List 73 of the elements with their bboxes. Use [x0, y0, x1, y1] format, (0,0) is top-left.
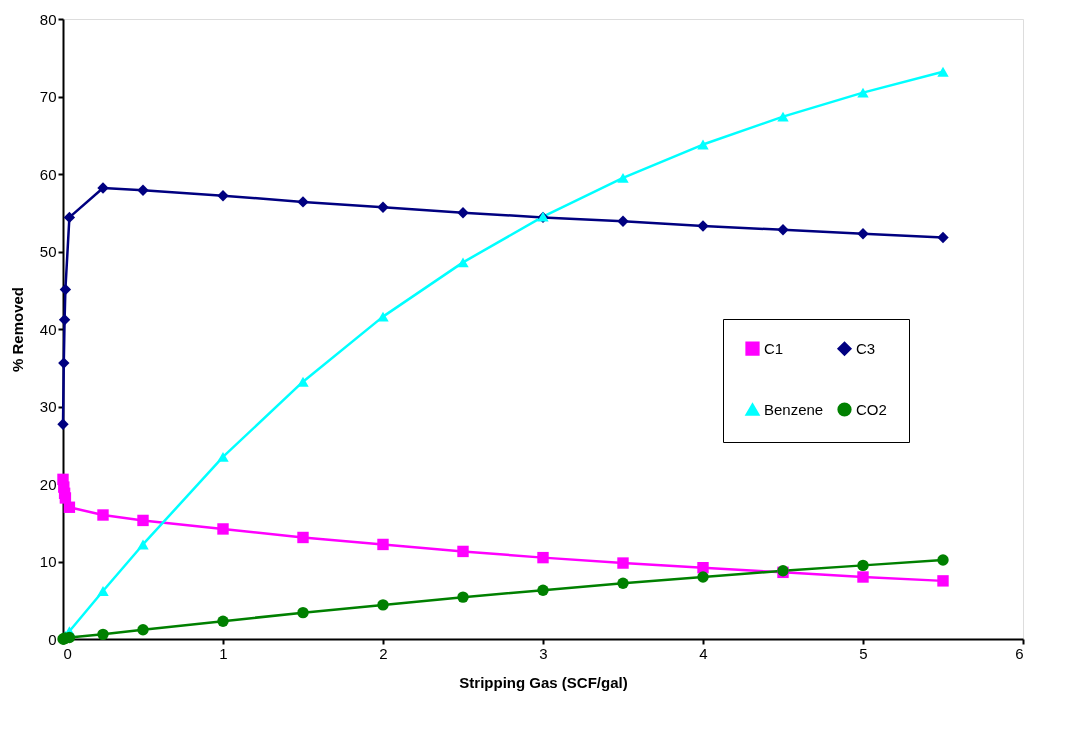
y-tick-label: 50: [39, 243, 57, 260]
point: [63, 501, 76, 513]
point: [59, 283, 72, 296]
point: [457, 591, 469, 603]
point: [217, 523, 229, 535]
point: [97, 509, 109, 521]
point: [457, 257, 469, 268]
y-axis-title: % Removed: [8, 286, 26, 373]
point: [937, 66, 949, 77]
x-tick-label: 6: [1015, 644, 1024, 662]
x-tick-label: 2: [379, 644, 388, 662]
point: [58, 357, 70, 369]
legend-label: Benzene: [764, 400, 824, 418]
point: [457, 207, 469, 219]
y-tick-label: 10: [39, 553, 57, 570]
point: [58, 314, 71, 326]
point: [97, 182, 109, 194]
point: [777, 111, 789, 122]
y-tick-label: 70: [39, 88, 57, 105]
point: [297, 606, 309, 619]
point: [857, 559, 869, 572]
point: [137, 514, 149, 527]
point: [59, 492, 72, 504]
x-tick-label: 0: [63, 644, 72, 662]
point: [377, 599, 389, 611]
point: [697, 139, 709, 150]
point: [63, 211, 76, 224]
point: [97, 628, 109, 641]
legend-label: C1: [764, 339, 784, 357]
point: [777, 224, 789, 236]
point: [617, 215, 629, 227]
point: [857, 571, 869, 583]
x-tick-label: 3: [539, 644, 548, 662]
point: [377, 538, 389, 551]
point: [937, 554, 949, 566]
point: [697, 571, 709, 583]
legend-label: CO2: [856, 400, 887, 418]
point: [217, 615, 229, 627]
point: [297, 531, 309, 544]
point: [457, 545, 469, 558]
point: [857, 87, 869, 98]
y-tick-label: 40: [39, 320, 57, 338]
y-tick-label: 80: [39, 10, 57, 28]
point: [617, 557, 629, 569]
point: [217, 451, 229, 462]
point: [137, 184, 149, 196]
point: [217, 190, 229, 202]
x-tick-label: 4: [699, 644, 708, 662]
point: [937, 231, 949, 244]
point: [857, 227, 869, 240]
legend-label: C3: [856, 339, 876, 357]
point: [537, 584, 549, 596]
y-tick-label: 0: [48, 630, 57, 648]
x-axis-title: Stripping Gas (SCF/gal): [459, 673, 628, 691]
point: [617, 172, 629, 183]
y-tick-label: 60: [39, 165, 57, 183]
y-tick-label: 20: [39, 475, 57, 493]
x-tick-label: 5: [859, 644, 868, 662]
point: [697, 562, 709, 574]
point: [137, 539, 149, 550]
point: [57, 418, 69, 431]
point: [377, 201, 389, 214]
point: [537, 551, 549, 564]
x-tick-label: 1: [219, 644, 228, 662]
y-tick-label: 30: [39, 398, 57, 415]
point: [617, 577, 629, 589]
point: [137, 624, 149, 636]
point: [297, 196, 309, 208]
point: [297, 376, 309, 387]
point: [697, 220, 709, 232]
point: [937, 575, 949, 587]
point: [97, 586, 109, 596]
point: [377, 311, 389, 322]
